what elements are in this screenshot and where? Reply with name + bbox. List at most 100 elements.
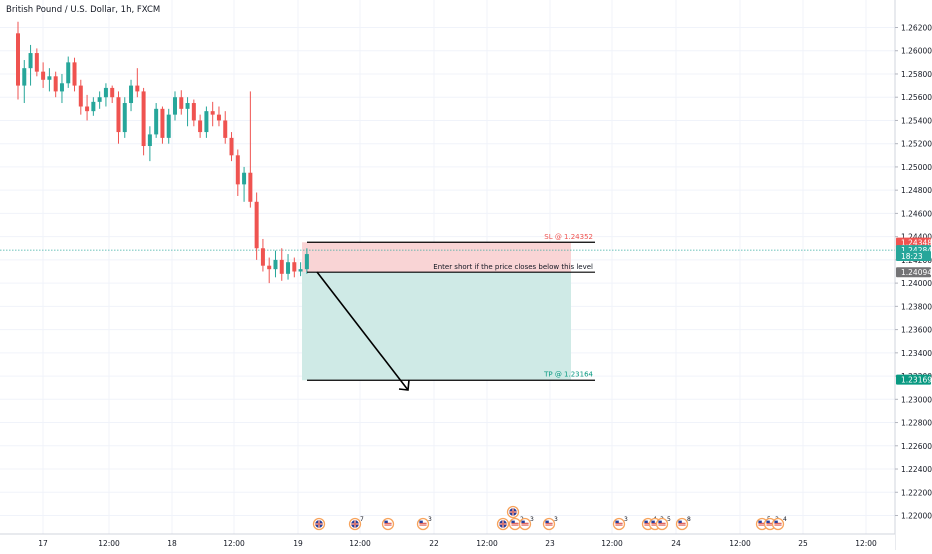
time-tick-label: 23 — [545, 539, 555, 548]
uk-flag-icon — [506, 505, 520, 519]
candle-body — [173, 97, 177, 115]
stop-loss-zone — [302, 242, 571, 273]
candle-body — [41, 71, 46, 80]
candle-body — [85, 106, 90, 112]
price-tick-label: 1.24000 — [901, 279, 932, 288]
candle — [198, 114, 203, 138]
candle-body — [34, 53, 39, 72]
candle-body — [279, 259, 284, 274]
candle — [91, 97, 96, 116]
candle — [103, 83, 108, 107]
price-tick-label: 1.25800 — [901, 70, 932, 79]
candle-body — [216, 114, 221, 121]
candle-body — [204, 111, 209, 133]
candle — [85, 94, 90, 121]
candle-body — [47, 76, 52, 80]
candle — [191, 99, 196, 127]
candle-body — [191, 103, 196, 121]
price-tick-label: 1.25000 — [901, 163, 932, 172]
time-tick-label: 12:00 — [601, 539, 623, 548]
candle — [135, 68, 140, 98]
candle — [141, 87, 146, 156]
price-tick-label: 1.22200 — [901, 488, 932, 497]
candle — [154, 103, 159, 138]
candle-body — [248, 172, 253, 202]
price-tick-label: 1.24800 — [901, 186, 932, 195]
flag-stripe — [774, 522, 782, 524]
candle-body — [267, 265, 272, 270]
flag-stripe — [766, 522, 774, 524]
candle — [41, 62, 46, 88]
candle — [216, 106, 221, 127]
candle-body — [210, 111, 215, 115]
flag-stripe — [511, 524, 519, 526]
candle — [242, 166, 247, 202]
candle — [254, 192, 259, 260]
candle — [53, 71, 58, 98]
price-tick-label: 1.25400 — [901, 116, 932, 125]
flag-canton — [774, 520, 778, 523]
candle — [34, 48, 39, 77]
event-count: 8 — [687, 516, 691, 523]
candle — [298, 262, 303, 277]
event-count: 3 — [624, 516, 628, 523]
flag-stripe — [384, 524, 392, 526]
us-flag-icon: 3 — [518, 516, 534, 531]
candle — [223, 111, 228, 144]
price-label-text: 18:23 — [901, 252, 923, 261]
flag-stripe — [758, 522, 766, 524]
flag-stripe — [521, 524, 529, 526]
candle-body — [103, 87, 108, 98]
symbol-title: British Pound / U.S. Dollar, 1h, FXCM — [6, 5, 160, 15]
time-axis[interactable]: 17 12:00 18 12:00 19 12:00 22 12:00 23 12:00 24 12:… — [0, 533, 895, 550]
candle — [78, 79, 83, 115]
candle — [147, 126, 152, 162]
candle — [22, 60, 27, 104]
price-tick-label: 1.25200 — [901, 140, 932, 149]
candle — [173, 91, 177, 121]
candle — [273, 250, 278, 278]
us-flag-icon: 3 — [612, 516, 628, 531]
candle-body — [53, 76, 58, 92]
trade-lines: SL @ 1.24352 Enter short if the price clo… — [307, 233, 595, 391]
flag-stripe — [419, 522, 427, 524]
flag-stripe — [658, 522, 666, 524]
candle — [185, 97, 190, 127]
price-tick-label: 1.25600 — [901, 93, 932, 102]
candle — [59, 73, 64, 104]
time-tick-label: 12:00 — [223, 539, 245, 548]
flag-stripe — [658, 524, 666, 526]
flag-stripe — [511, 522, 519, 524]
position-zones — [0, 242, 895, 381]
candle-body — [223, 120, 228, 138]
trade-arrow — [316, 271, 409, 391]
candle-body — [286, 262, 291, 274]
candle — [166, 108, 171, 144]
candle-body — [116, 97, 121, 133]
candle-body — [298, 269, 303, 272]
candle — [286, 254, 291, 280]
time-tick-label: 12:00 — [98, 539, 120, 548]
us-flag-icon — [381, 517, 395, 531]
candle-body — [304, 254, 309, 270]
candle — [229, 132, 234, 162]
candle — [292, 257, 297, 278]
candle — [116, 91, 121, 144]
flag-stripe — [651, 524, 659, 526]
flag-stripe — [615, 524, 623, 526]
candle — [210, 101, 215, 127]
take-profit-label: TP @ 1.23164 — [543, 370, 593, 378]
price-label-text: 1.24094 — [901, 268, 932, 277]
candle — [97, 91, 102, 109]
flag-canton — [615, 520, 619, 523]
price-tick-label: 1.23400 — [901, 349, 932, 358]
time-tick-label: 12:00 — [476, 539, 498, 548]
uk-flag-icon — [312, 517, 326, 531]
event-count: 5 — [667, 516, 671, 523]
candle-body — [59, 83, 64, 92]
flag-stripe — [615, 522, 623, 524]
price-tick-label: 1.22800 — [901, 419, 932, 428]
